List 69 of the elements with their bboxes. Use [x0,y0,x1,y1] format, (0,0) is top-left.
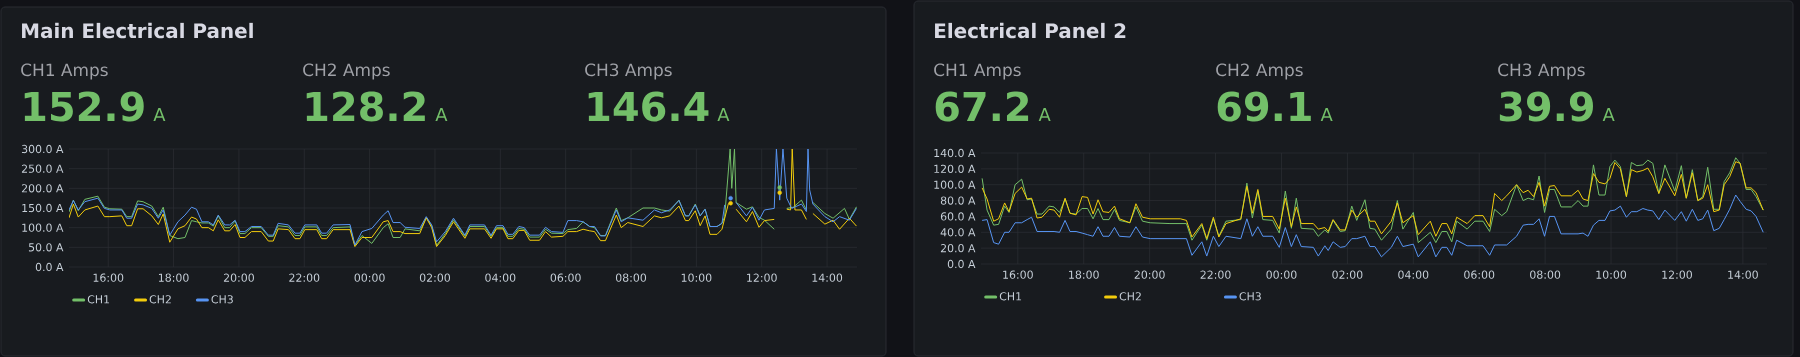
x-tick-label: 14:00 [812,273,843,282]
x-tick-label: 04:00 [485,273,516,282]
point [728,201,733,206]
x-tick-label: 00:00 [354,273,385,282]
data-label: 128.2 [306,91,425,122]
legend-label: CH1 [87,295,110,304]
data-label: 146.4 [588,91,709,122]
y-tick-label: 100.0 A [22,223,64,232]
x-tick-label: 16:00 [93,273,124,282]
category-label: CH1 Amps [21,63,108,80]
category-label: CH2 Amps [1216,63,1303,80]
data-label: 39.9 [1499,91,1593,122]
x-tick-label: 22:00 [289,273,320,282]
x-tick-label: 18:00 [158,273,189,282]
text: A [1038,107,1051,121]
category-label: CH1 Amps [934,63,1021,80]
legend-label: CH1 [999,292,1022,301]
y-tick-label: 200.0 A [21,184,64,193]
point [728,195,733,201]
x-tick-label: 08:00 [1530,270,1561,279]
x-tick-label: 06:00 [1464,270,1495,279]
x-tick-label: 14:00 [1728,270,1758,279]
x-tick-label: 20:00 [1134,270,1165,279]
data-label: 67.2 [935,91,1029,122]
category-label: CH3 Amps [585,63,672,80]
data-label: 69.1 [1217,91,1311,122]
point [777,190,782,195]
x-tick-label: 20:00 [223,273,254,282]
legend-label: CH2 [1119,292,1141,301]
x-tick-label: 12:00 [747,273,777,282]
text: A [1602,107,1615,121]
y-tick-label: 150.0 A [22,203,64,213]
x-tick-label: 02:00 [1332,270,1363,279]
x-tick-label: 00:00 [1266,270,1297,279]
legend-label: CH2 [149,295,171,304]
legend-label: CH3 [211,295,233,304]
legend-label: CH3 [1239,292,1261,301]
y-tick-label: 0.0 A [947,259,976,269]
y-tick-label: 60.0 A [940,212,976,221]
x-tick-label: 10:00 [1596,270,1627,279]
y-tick-label: 140.0 A [934,148,976,158]
text: A [435,107,448,121]
x-tick-label: 06:00 [550,273,581,282]
y-tick-label: 300.0 A [21,144,64,154]
point [777,185,782,190]
x-tick-label: 22:00 [1200,270,1231,279]
category-label: CH3 Amps [1498,63,1585,80]
y-tick-label: 20.0 A [940,244,976,253]
text: A [153,107,166,121]
x-tick-label: 02:00 [419,273,451,282]
text: A [717,107,730,121]
y-tick-label: 120.0 A [934,164,976,173]
y-tick-label: 40.0 A [940,228,976,237]
x-tick-label: 16:00 [1003,270,1033,279]
x-tick-label: 18:00 [1069,270,1099,279]
text: Electrical Panel 2 [935,22,1126,39]
y-tick-label: 100.0 A [934,180,976,189]
x-tick-label: 12:00 [1662,270,1692,279]
y-tick-label: 50.0 A [28,243,64,252]
y-tick-label: 0.0 A [35,262,64,272]
x-tick-label: 08:00 [615,273,647,282]
text: Main Electrical Panel [22,22,253,39]
x-tick-label: 10:00 [681,273,712,282]
y-tick-label: 80.0 A [940,196,976,205]
category-label: CH2 Amps [303,63,390,80]
text: A [1320,107,1333,121]
y-tick-label: 250.0 A [21,164,64,173]
data-label: 152.9 [24,91,144,122]
x-tick-label: 04:00 [1398,270,1429,279]
